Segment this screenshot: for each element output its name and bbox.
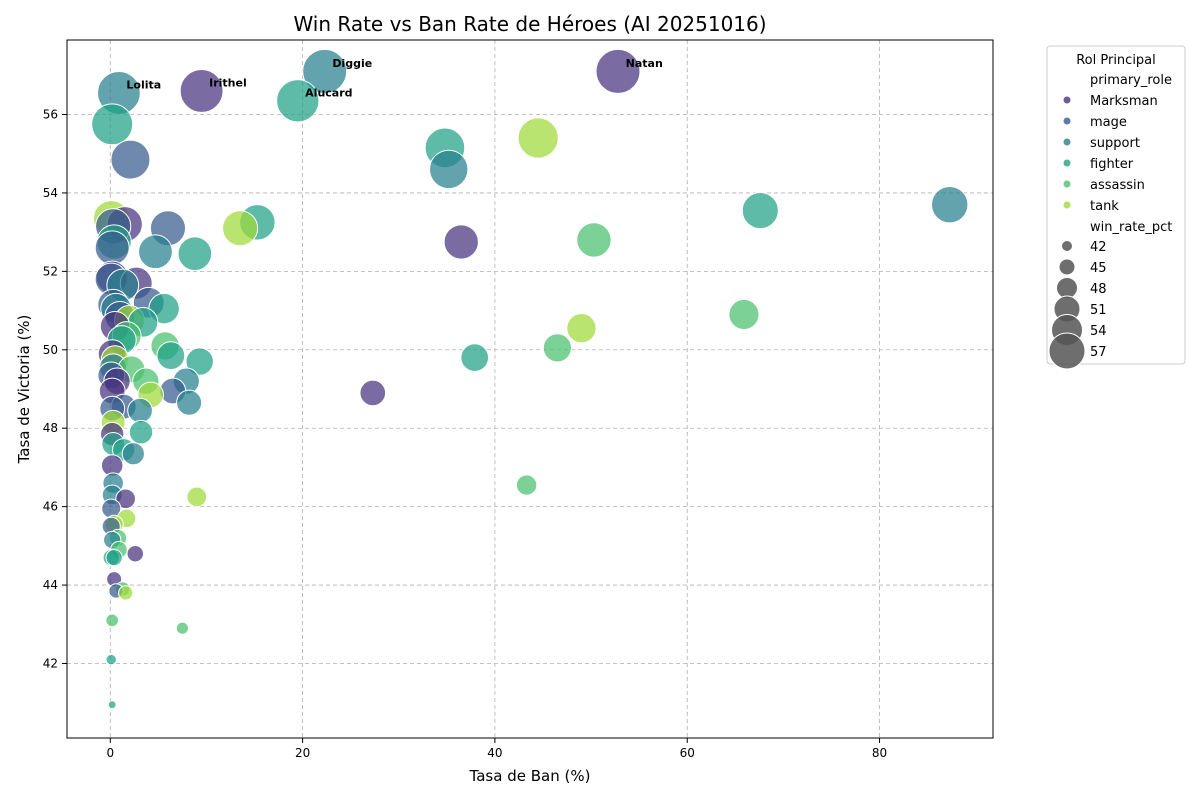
data-point-support <box>176 389 203 416</box>
legend-hue-header: primary_role <box>1090 73 1172 88</box>
data-point-fighter <box>128 419 154 445</box>
grid <box>67 40 993 738</box>
legend-roles: Marksman mage support fighter assassin tank <box>1063 94 1158 214</box>
data-point-tank <box>517 117 559 159</box>
data-point-assassin <box>576 222 612 258</box>
data-point-marksman <box>179 69 224 113</box>
data-point-fighter <box>156 341 186 371</box>
data-point-tank <box>186 486 208 508</box>
x-tick-label: 0 <box>106 746 114 760</box>
legend: Rol Principal primary_role Marksman mage s… <box>1046 45 1186 370</box>
legend-size-label: 42 <box>1090 240 1107 255</box>
data-point-support <box>429 149 469 190</box>
y-tick-label: 52 <box>43 264 58 278</box>
data-point-mage <box>110 139 151 180</box>
legend-size-label: 51 <box>1090 303 1107 318</box>
legend-label: tank <box>1090 199 1119 214</box>
legend-label: support <box>1090 136 1140 151</box>
data-point-marksman <box>595 48 641 94</box>
data-point-fighter <box>107 700 117 710</box>
legend-label: Marksman <box>1090 94 1158 109</box>
data-point-fighter <box>177 236 213 272</box>
legend-size-marker <box>1056 277 1078 299</box>
legend-label: assassin <box>1090 178 1145 193</box>
data-point-support <box>121 442 145 466</box>
data-point-marksman <box>126 544 145 563</box>
point-labels: Diggie Natan Irithel Lolita Alucard <box>126 57 662 100</box>
legend-marker <box>1063 201 1071 209</box>
legend-sizes: 42 45 48 51 54 57 <box>1048 240 1107 370</box>
axis-ticks: 0 20 40 60 80 42 44 46 48 50 52 54 56 <box>43 108 887 760</box>
data-point-assassin <box>175 621 190 635</box>
data-point-support <box>138 234 173 270</box>
hero-label: Irithel <box>209 77 247 90</box>
data-point-fighter <box>185 347 214 376</box>
y-tick-label: 46 <box>43 500 58 514</box>
x-axis-label: Tasa de Ban (%) <box>469 767 591 785</box>
legend-size-marker <box>1048 332 1086 370</box>
data-point-fighter <box>105 653 117 666</box>
legend-size-label: 45 <box>1090 261 1107 276</box>
legend-size-marker <box>1058 258 1076 276</box>
hero-label: Alucard <box>305 87 352 100</box>
data-point-assassin <box>105 613 120 628</box>
x-tick-label: 40 <box>487 746 502 760</box>
legend-size-label: 48 <box>1090 282 1107 297</box>
y-tick-label: 56 <box>43 108 58 122</box>
data-point-fighter <box>91 103 134 146</box>
data-point-tank <box>222 210 259 247</box>
y-tick-label: 44 <box>43 578 58 592</box>
legend-size-label: 54 <box>1090 324 1107 339</box>
data-point-marksman <box>115 488 136 510</box>
data-point-support <box>302 48 348 94</box>
x-tick-label: 80 <box>872 746 887 760</box>
legend-box <box>1046 45 1186 365</box>
legend-size-label: 57 <box>1090 345 1107 360</box>
legend-marker <box>1063 117 1071 125</box>
chart-title: Win Rate vs Ban Rate de Héroes (AI 20251… <box>293 12 766 36</box>
data-point-assassin <box>542 333 573 363</box>
legend-label: fighter <box>1090 157 1134 172</box>
legend-title: Rol Principal <box>1076 53 1156 68</box>
data-points <box>91 48 969 710</box>
x-tick-label: 60 <box>680 746 695 760</box>
y-tick-label: 42 <box>43 656 58 670</box>
legend-marker <box>1063 96 1071 104</box>
y-tick-label: 54 <box>43 186 58 200</box>
legend-marker <box>1063 159 1071 167</box>
data-point-mage <box>94 230 130 266</box>
data-point-assassin <box>515 474 538 496</box>
legend-size-header: win_rate_pct <box>1090 220 1172 235</box>
hero-label: Natan <box>626 57 663 70</box>
data-point-fighter <box>276 79 320 123</box>
data-point-support <box>127 397 153 424</box>
y-tick-label: 48 <box>43 421 58 435</box>
data-point-fighter <box>460 343 490 372</box>
data-point-fighter <box>741 192 779 230</box>
hero-label: Diggie <box>332 57 372 70</box>
data-point-fighter <box>105 548 123 567</box>
data-point-tank <box>566 313 597 344</box>
data-point-assassin <box>728 298 760 331</box>
data-point-marksman <box>359 379 387 407</box>
hero-label: Lolita <box>126 79 161 92</box>
data-point-tank <box>118 585 134 601</box>
y-axis-label: Tasa de Victoria (%) <box>15 315 33 465</box>
data-point-marksman <box>443 224 479 260</box>
data-point-support <box>931 185 969 224</box>
legend-marker <box>1063 180 1071 188</box>
plot-frame <box>66 39 994 739</box>
x-tick-label: 20 <box>295 746 310 760</box>
legend-size-marker <box>1061 240 1073 252</box>
y-tick-label: 50 <box>43 343 58 357</box>
legend-marker <box>1063 138 1071 146</box>
legend-label: mage <box>1090 115 1127 130</box>
